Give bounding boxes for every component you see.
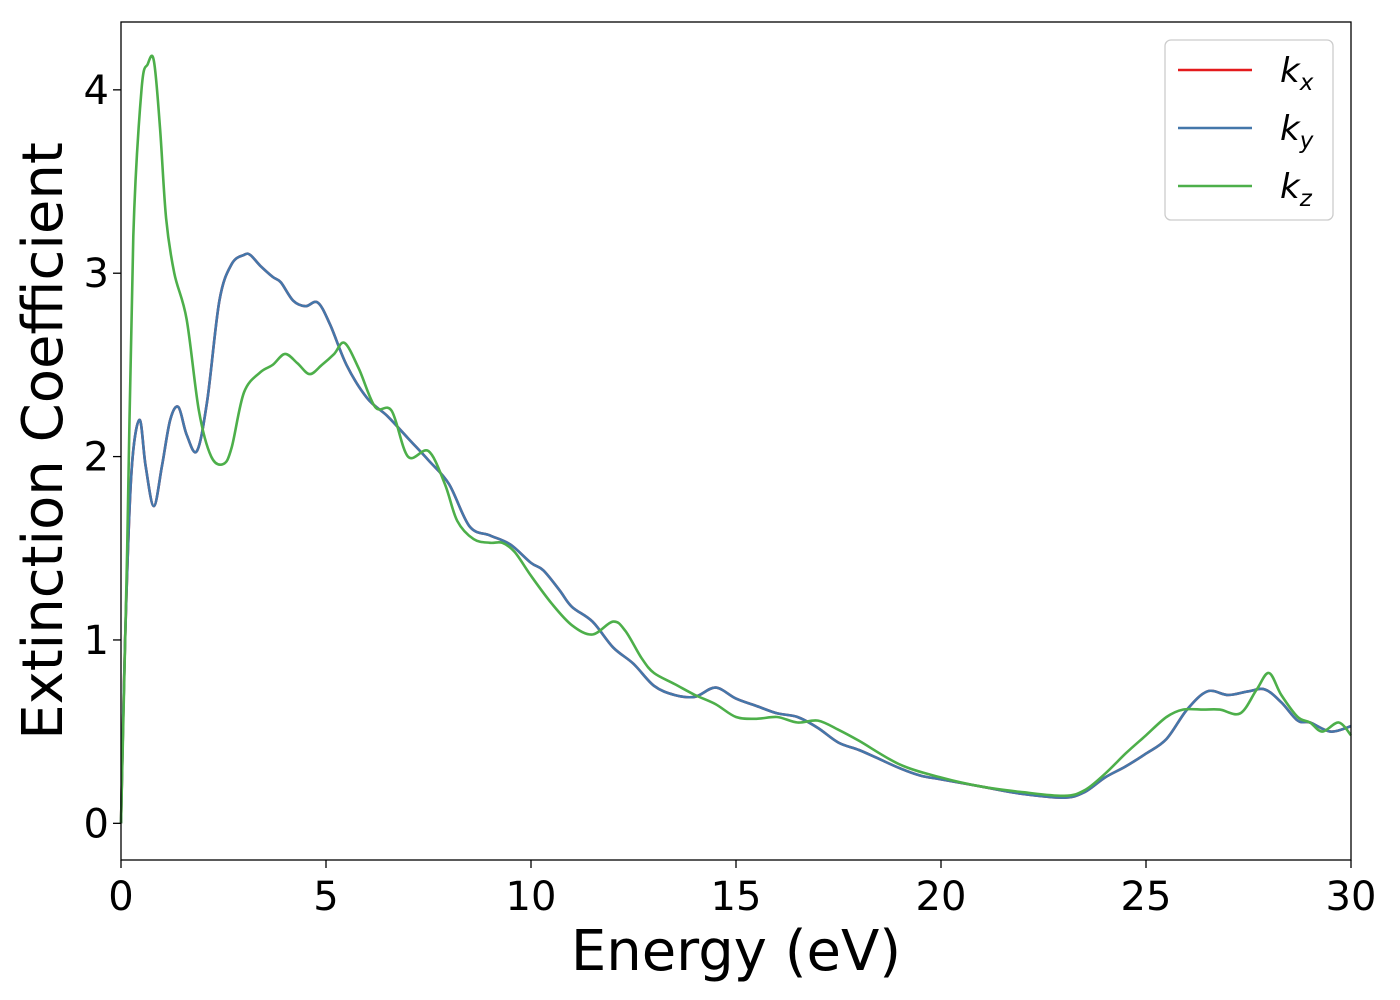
- legend-box: [1164, 39, 1334, 221]
- x-tick-label: 30: [1326, 874, 1377, 920]
- y-axis-ticks: 0 1 2 3 4: [84, 68, 121, 847]
- y-tick-label: 2: [84, 435, 109, 481]
- legend-label-subscript: x: [1299, 70, 1314, 96]
- legend-label-subscript: z: [1299, 186, 1313, 212]
- legend-label-ky: ky: [1280, 109, 1314, 154]
- x-tick-label: 20: [916, 874, 967, 920]
- legend-label-subscript: y: [1299, 128, 1314, 154]
- series-line-kz: [119, 54, 1353, 824]
- x-tick-label: 25: [1121, 874, 1172, 920]
- legend-label-main: k: [1280, 109, 1301, 149]
- x-tick-label: 5: [313, 874, 338, 920]
- x-tick-label: 15: [711, 874, 762, 920]
- legend-label-main: k: [1280, 51, 1301, 91]
- y-tick-label: 1: [84, 618, 109, 664]
- x-axis-label: Energy (eV): [571, 919, 901, 984]
- x-axis-ticks: 0 5 10 15 20 25 30: [108, 860, 1376, 920]
- x-tick-label: 10: [506, 874, 557, 920]
- plot-background: [121, 22, 1351, 860]
- y-axis-label: Extinction Coefficient: [11, 142, 76, 740]
- y-tick-label: 3: [84, 251, 109, 297]
- series-layer: [119, 54, 1353, 824]
- series-line-ky: [119, 252, 1352, 824]
- y-tick-label: 4: [84, 68, 109, 114]
- x-tick-label: 0: [108, 874, 133, 920]
- legend-label-kx: kx: [1280, 51, 1314, 96]
- legend-label-kz: kz: [1280, 167, 1313, 212]
- y-tick-label: 0: [84, 801, 109, 847]
- legend-label-main: k: [1280, 167, 1301, 207]
